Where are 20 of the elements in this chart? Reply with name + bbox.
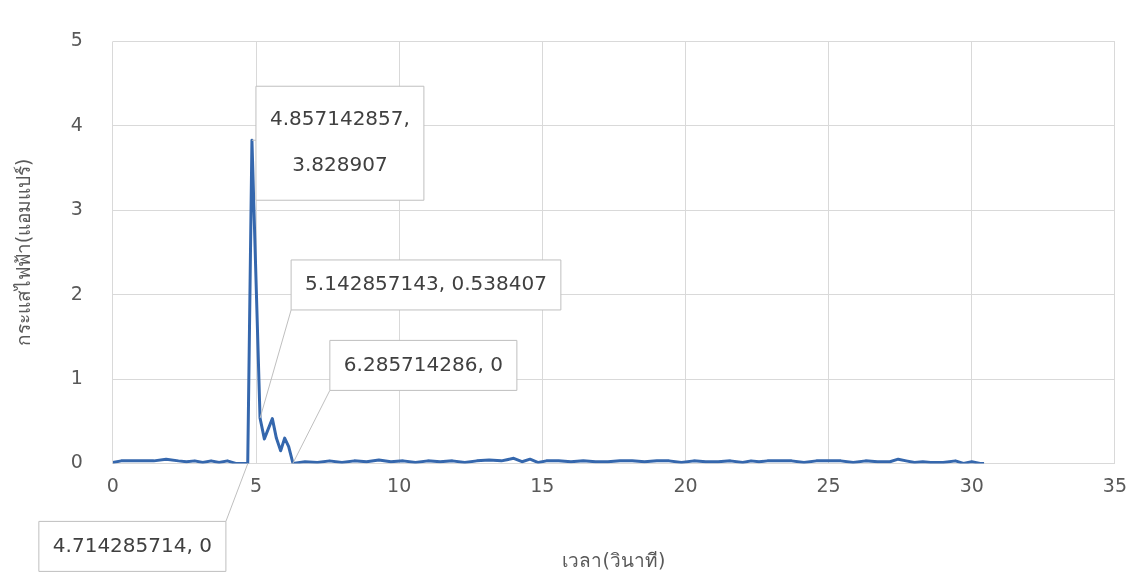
- x-tick-label: 25: [816, 473, 841, 496]
- y-tick-label: 4: [70, 112, 83, 135]
- annotation: 6.285714286, 0: [343, 351, 503, 376]
- x-tick-label: 30: [959, 473, 984, 496]
- y-tick-label: 5: [70, 28, 83, 51]
- annotation: 4.714285714, 0: [52, 532, 212, 557]
- x-tick-label: 15: [530, 473, 555, 496]
- y-tick-label: 3: [70, 197, 83, 220]
- x-tick-label: 20: [673, 473, 698, 496]
- y-axis-title: กระแสไฟฟ้า(แอมแปร์): [12, 158, 35, 347]
- x-tick-label: 10: [387, 473, 412, 496]
- y-tick-label: 0: [70, 450, 83, 473]
- y-tick-label: 2: [70, 281, 83, 304]
- annotation: 5.142857143, 0.538407: [305, 271, 547, 296]
- y-tick-label: 1: [70, 365, 83, 388]
- x-tick-label: 35: [1102, 473, 1128, 496]
- x-tick-label: 5: [249, 473, 263, 496]
- x-axis-title: เวลา(วินาที): [562, 548, 666, 571]
- x-tick-label: 0: [106, 473, 119, 496]
- annotation: 4.857142857, 3.828907: [269, 106, 410, 177]
